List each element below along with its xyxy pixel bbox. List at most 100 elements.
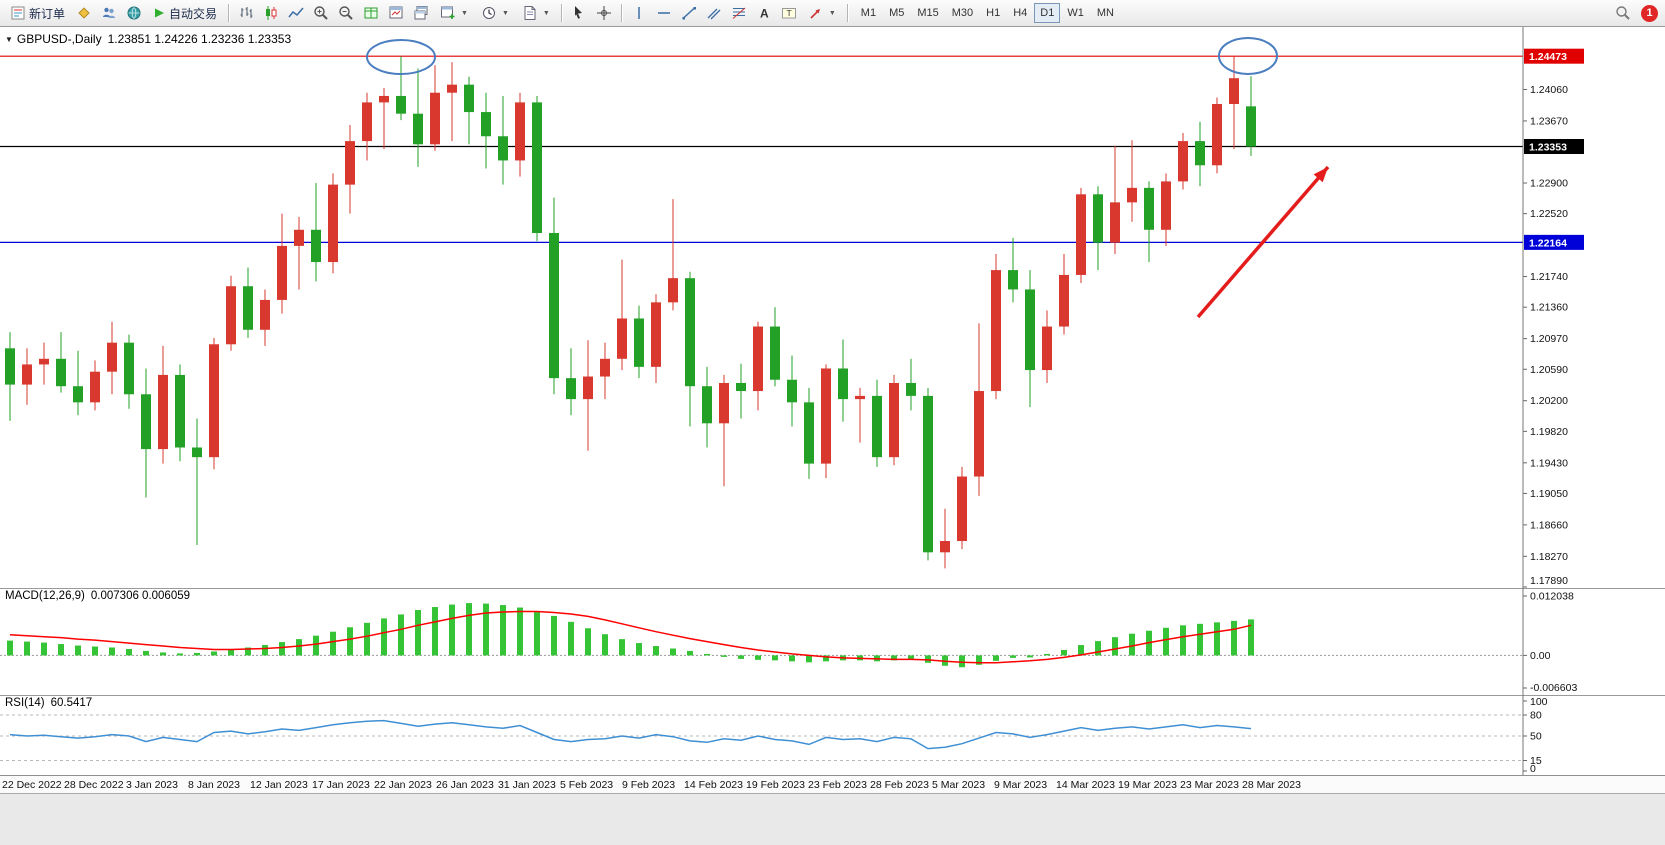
search-button[interactable]	[1611, 2, 1635, 24]
candle-body	[1042, 326, 1052, 371]
chart-window-icon	[389, 6, 403, 19]
zoom-out-button[interactable]	[334, 2, 358, 24]
macd-histogram-bar	[449, 604, 455, 656]
main-chart[interactable]: 1.24060 1.23670 1.22900 1.22520 1.21740 1.213…	[0, 27, 1665, 588]
time-axis[interactable]: 22 Dec 2022 28 Dec 2022 3 Jan 2023 8 Jan 20…	[0, 775, 1665, 793]
macd-histogram-bar	[1010, 655, 1016, 658]
market-watch-button[interactable]	[72, 2, 96, 24]
candle-body	[498, 136, 508, 161]
new-order-label: 新订单	[29, 6, 66, 21]
market-watch-icon	[78, 7, 90, 19]
timeframe-group: M1 M5 M15 M30 H1 H4 D1 W1 MN	[855, 3, 1120, 23]
timeframe-m30-button[interactable]: M30	[946, 3, 979, 23]
trend-arrow[interactable]	[1196, 165, 1330, 319]
bar-chart-mode-button[interactable]	[234, 2, 258, 24]
cascade-windows-icon	[414, 6, 428, 20]
macd-histogram-bar	[41, 642, 47, 656]
text-tool-button[interactable]: A	[752, 2, 776, 24]
price-tag-label: 1.24473	[1529, 51, 1567, 63]
macd-histogram-bar	[1180, 625, 1186, 656]
candle-body	[532, 102, 542, 234]
new-order-icon	[11, 6, 25, 20]
highlight-ellipse[interactable]	[1218, 37, 1278, 75]
arrange-windows-button[interactable]	[384, 2, 408, 24]
time-label: 23 Mar 2023	[1180, 779, 1239, 791]
candle-body	[566, 378, 576, 400]
macd-histogram-bar	[1112, 637, 1118, 656]
timeframe-m1-button[interactable]: M1	[855, 3, 882, 23]
zoom-in-button[interactable]	[309, 2, 333, 24]
tile-windows-button[interactable]	[359, 2, 383, 24]
macd-histogram-bar	[58, 644, 64, 656]
macd-histogram-bar	[313, 635, 319, 656]
candle-body	[141, 394, 151, 450]
candle-body	[1195, 141, 1205, 166]
new-chart-button[interactable]: ▼	[434, 2, 474, 24]
candle-body	[1059, 274, 1069, 327]
price-tick-label: 1.19050	[1530, 488, 1568, 500]
macd-histogram-bar	[364, 622, 370, 656]
new-order-button[interactable]: 新订单	[5, 2, 71, 24]
channel-tool-button[interactable]	[702, 2, 726, 24]
fibonacci-tool-button[interactable]	[727, 2, 751, 24]
macd-histogram-bar	[211, 651, 217, 656]
candle-body	[328, 184, 338, 263]
chevron-down-icon: ▼	[461, 9, 468, 17]
periods-button[interactable]: ▼	[475, 2, 515, 24]
line-chart-mode-button[interactable]	[284, 2, 308, 24]
time-label: 9 Mar 2023	[994, 779, 1048, 791]
cursor-button[interactable]	[567, 2, 591, 24]
timeframe-h1-button[interactable]: H1	[980, 3, 1006, 23]
macd-histogram-bar	[1027, 655, 1033, 658]
candle-body	[1076, 194, 1086, 275]
templates-button[interactable]: ▼	[516, 2, 556, 24]
rsi-axis-label: 15	[1530, 755, 1542, 767]
candle-body	[362, 102, 372, 142]
vertical-line-icon	[638, 7, 640, 19]
trendline-tool-button[interactable]	[677, 2, 701, 24]
candle-body	[583, 376, 593, 400]
candle-body	[56, 358, 66, 387]
terminal-button[interactable]	[122, 2, 146, 24]
macd-histogram-bar	[993, 655, 999, 661]
cascade-windows-button[interactable]	[409, 2, 433, 24]
horizontal-line-icon	[657, 12, 670, 14]
shapes-tool-button[interactable]: ▼	[802, 2, 842, 24]
macd-chart[interactable]: 0.012038 0.00 -0.006603	[0, 588, 1665, 695]
macd-histogram-bar	[568, 621, 574, 656]
macd-histogram-bar	[959, 655, 965, 668]
candle-body	[1144, 187, 1154, 230]
timeframe-d1-button[interactable]: D1	[1034, 3, 1061, 23]
price-tick-label: 1.22900	[1530, 178, 1568, 190]
equidistant-channel-icon	[707, 8, 721, 20]
candle-body	[838, 368, 848, 400]
vertical-line-tool-button[interactable]	[627, 2, 651, 24]
timeframe-w1-button[interactable]: W1	[1061, 3, 1090, 23]
candle-body	[651, 302, 661, 367]
timeframe-h4-button[interactable]: H4	[1007, 3, 1033, 23]
price-tick-label: 1.20970	[1530, 333, 1568, 345]
timeframe-mn-button[interactable]: MN	[1091, 3, 1120, 23]
candlestick-mode-button[interactable]	[259, 2, 283, 24]
candle-body	[1246, 106, 1256, 147]
time-label: 23 Feb 2023	[808, 779, 867, 791]
rsi-chart[interactable]: 100 80 50 150	[0, 695, 1665, 775]
time-label: 5 Mar 2023	[932, 779, 986, 791]
highlight-ellipse[interactable]	[366, 39, 436, 75]
candle-body	[600, 358, 610, 377]
auto-trading-button[interactable]: 自动交易	[147, 2, 223, 24]
auto-trading-label: 自动交易	[169, 6, 218, 21]
timeframe-m15-button[interactable]: M15	[911, 3, 944, 23]
notification-badge[interactable]: 1	[1641, 4, 1658, 22]
horizontal-line-tool-button[interactable]	[652, 2, 676, 24]
macd-histogram-bar	[1248, 619, 1254, 656]
candle-body	[90, 371, 100, 403]
timeframe-m5-button[interactable]: M5	[883, 3, 910, 23]
macd-histogram-bar	[330, 631, 336, 656]
navigator-button[interactable]	[97, 2, 121, 24]
crosshair-button[interactable]	[592, 2, 616, 24]
toolbar-separator	[620, 4, 622, 22]
candle-body	[617, 318, 627, 359]
label-tool-button[interactable]: T	[777, 2, 801, 24]
